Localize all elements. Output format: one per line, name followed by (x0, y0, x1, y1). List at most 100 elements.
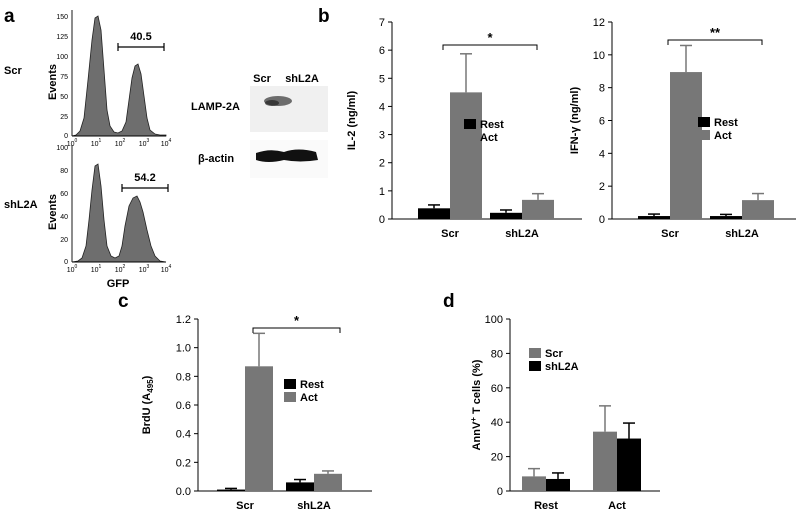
western-blot: Scr shL2A LAMP-2A β-actin (191, 73, 328, 178)
flow-y-tick: 0 (64, 133, 68, 140)
flow-histogram-fill (71, 163, 167, 263)
flow-y-tick: 50 (60, 94, 68, 101)
y-tick-label: 2 (599, 181, 605, 193)
flow-x-ticks: 100 101 102 103 104 (67, 138, 172, 148)
flow-x-tick-exp: 4 (169, 264, 172, 270)
bar-rest-shl2a (710, 216, 742, 219)
significance-marker: ** (710, 25, 721, 40)
y-tick-label: 80 (491, 348, 503, 360)
svg-text:100: 100 (67, 138, 78, 148)
y-tick-label: 0.0 (176, 486, 191, 498)
y-axis-label: BrdU (A495) (141, 375, 155, 434)
y-tick-label: 6 (379, 45, 385, 57)
legend-label: Act (300, 392, 318, 404)
legend-swatch (698, 117, 710, 127)
flow-x-tick-exp: 0 (75, 264, 78, 270)
flow-x-tick-base: 10 (139, 141, 147, 148)
blot-band-lamp2a-core (265, 100, 279, 106)
y-tick-label: 12 (593, 17, 605, 29)
flow-x-tick-base: 10 (67, 267, 75, 274)
flow-y-tick: 100 (56, 145, 68, 152)
bar-shl2a-act (617, 438, 641, 491)
legend-swatch (529, 348, 541, 358)
bar-shl2a-rest (546, 478, 570, 491)
flow-y-label: Events (47, 194, 59, 230)
svg-text:101: 101 (91, 264, 102, 274)
legend-swatch (284, 379, 296, 389)
significance-marker: * (487, 30, 493, 45)
y-tick-label: 8 (599, 83, 605, 95)
blot-band-label: LAMP-2A (191, 101, 240, 113)
significance-marker: * (294, 313, 300, 328)
svg-text:101: 101 (91, 138, 102, 148)
y-tick-label: 0.2 (176, 457, 191, 469)
bar-act-shl2a (742, 200, 774, 219)
y-tick-label: 0 (599, 214, 605, 226)
chart-c-brdu: 0.0 0.2 0.4 0.6 0.8 1.0 1.2 BrdU (A495) Scr shL2A… (141, 313, 372, 511)
svg-text:104: 104 (161, 264, 172, 274)
y-tick-label: 0.6 (176, 400, 191, 412)
x-category-label: Act (608, 500, 626, 511)
flow-x-ticks: 100 101 102 103 104 (67, 264, 172, 274)
flow-y-tick: 125 (56, 34, 68, 41)
significance-bracket (442, 44, 538, 50)
flow-x-tick-base: 10 (139, 267, 147, 274)
y-axis-label: AnnV+ T cells (%) (469, 359, 483, 450)
flow-x-tick-base: 10 (91, 141, 99, 148)
legend-label: Scr (545, 348, 563, 360)
bar-act-scr (670, 72, 702, 219)
x-category-label: Rest (534, 500, 558, 511)
blot-lane-label: Scr (253, 73, 271, 85)
legend-swatch (529, 361, 541, 371)
flow-sample-label: shL2A (4, 199, 38, 211)
y-tick-label: 0 (497, 486, 503, 498)
y-tick-label: 0.8 (176, 371, 191, 383)
bar-scr-act (593, 431, 617, 491)
flow-y-tick: 75 (60, 74, 68, 81)
x-category-label: Scr (661, 228, 679, 240)
y-tick-label: 10 (593, 50, 605, 62)
flow-x-tick-exp: 2 (123, 138, 126, 144)
svg-text:104: 104 (161, 138, 172, 148)
x-category-label: shL2A (297, 500, 331, 511)
y-tick-label: 1.2 (176, 314, 191, 326)
flow-x-tick-base: 10 (91, 267, 99, 274)
y-tick-label: 5 (379, 73, 385, 85)
y-tick-label: 100 (485, 314, 503, 326)
y-tick-label: 0 (379, 214, 385, 226)
blot-band-actin (256, 149, 318, 162)
flow-y-tick: 0 (64, 259, 68, 266)
y-tick-label: 0.4 (176, 429, 191, 441)
flow-y-tick: 20 (60, 237, 68, 244)
significance-bracket (252, 327, 341, 333)
bar-rest-scr (638, 216, 670, 219)
bar-act-scr (450, 92, 482, 219)
y-tick-label: 20 (491, 452, 503, 464)
flow-x-tick-exp: 3 (147, 264, 150, 270)
y-tick-label: 2 (379, 158, 385, 170)
flow-x-tick-exp: 1 (99, 138, 102, 144)
flow-gate-percent: 40.5 (130, 31, 151, 43)
panel-letter-b: b (318, 6, 330, 27)
flow-gate (121, 184, 169, 192)
flow-x-tick-base: 10 (115, 141, 123, 148)
significance-bracket (667, 39, 763, 45)
legend-swatch (464, 119, 476, 129)
y-tick-label: 3 (379, 130, 385, 142)
flow-y-tick: 80 (60, 168, 68, 175)
flow-histogram-fill (71, 15, 167, 137)
y-tick-label: 6 (599, 116, 605, 128)
flow-x-tick-exp: 1 (99, 264, 102, 270)
legend-label: shL2A (545, 361, 579, 373)
bar-act-scr (245, 366, 273, 491)
flow-x-tick-base: 10 (161, 267, 169, 274)
flow-x-label: GFP (107, 278, 130, 290)
legend-label: Rest (300, 379, 324, 391)
flow-y-tick: 60 (60, 191, 68, 198)
legend-swatch (698, 130, 710, 140)
flow-x-tick-exp: 4 (169, 138, 172, 144)
y-axis-label: IL-2 (ng/ml) (346, 91, 358, 151)
flow-gate-percent: 54.2 (134, 172, 155, 184)
y-tick-label: 1 (379, 186, 385, 198)
